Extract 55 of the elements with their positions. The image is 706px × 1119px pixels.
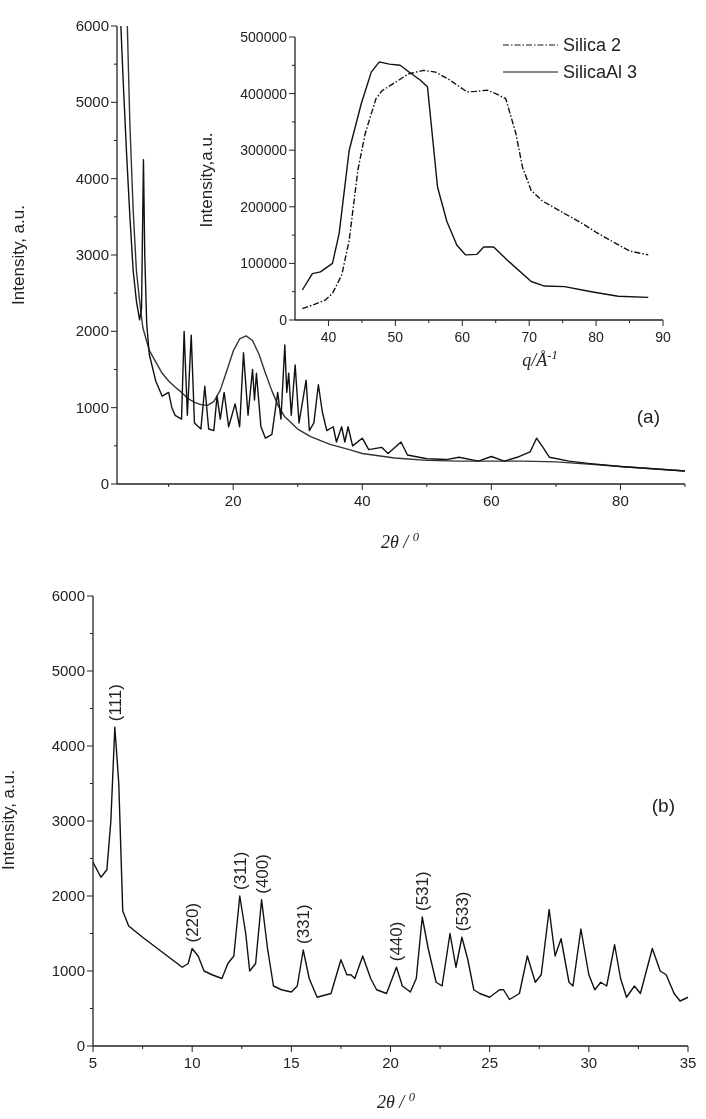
y-tick-label: 1000 (51, 962, 85, 979)
annotation: (b) (651, 795, 675, 816)
annotation: (331) (294, 904, 314, 944)
x-tick-label: 25 (481, 1054, 499, 1071)
y-tick-label: 3000 (75, 246, 109, 263)
annotation: (400) (252, 854, 272, 894)
y-tick-label: 4000 (51, 737, 85, 754)
annotation: (220) (183, 902, 203, 943)
y-tick-label: 5000 (51, 662, 85, 679)
x-axis-title: 2θ / $^{0}$ (380, 530, 420, 552)
y-axis-title: Intensity,a.u. (197, 132, 216, 228)
x-tick-label: 50 (387, 329, 404, 345)
y-tick-label: 4000 (75, 169, 109, 187)
annotation: (531) (413, 871, 433, 911)
x-tick-label: 40 (320, 329, 337, 345)
y-tick-label: 6000 (51, 587, 85, 604)
x-tick-label: 60 (454, 329, 471, 345)
x-tick-label: 20 (224, 492, 242, 509)
annotation: (111) (105, 684, 125, 722)
y-tick-label: 400000 (240, 85, 288, 102)
x-tick-label: 10 (183, 1054, 201, 1071)
y-tick-label: 0 (279, 312, 288, 328)
x-tick-label: 40 (353, 492, 371, 509)
y-tick-label: 300000 (240, 142, 288, 159)
annotation: (533) (452, 891, 472, 932)
y-tick-label: 5000 (75, 93, 109, 111)
x-tick-label: 80 (588, 329, 605, 345)
x-tick-label: 15 (282, 1054, 300, 1071)
x-tick-label: 70 (521, 329, 538, 345)
y-axis-title: Intensity, a.u. (9, 205, 28, 305)
y-tick-label: 2000 (51, 887, 85, 904)
x-axis-title: 2θ / $^{0}$ (376, 1090, 416, 1112)
legend-label: Silica 2 (563, 35, 622, 55)
y-tick-label: 200000 (240, 198, 288, 215)
x-tick-label: 30 (580, 1054, 598, 1071)
y-tick-label: 0 (100, 475, 109, 492)
x-tick-label: 5 (88, 1054, 98, 1071)
x-tick-label: 60 (483, 492, 500, 509)
y-tick-label: 0 (76, 1037, 85, 1054)
annotation: (440) (387, 921, 407, 962)
y-tick-label: 6000 (75, 17, 109, 34)
legend-label: SilicaAl 3 (563, 62, 638, 82)
x-tick-label: 35 (679, 1054, 697, 1071)
y-tick-label: 1000 (75, 398, 109, 416)
x-tick-label: 20 (382, 1054, 399, 1071)
x-axis-title: q/Å$^{-1}$ (522, 348, 558, 370)
y-tick-label: 100000 (240, 255, 288, 272)
x-tick-label: 90 (655, 329, 671, 345)
y-tick-label: 500000 (240, 29, 288, 45)
y-tick-label: 2000 (75, 322, 109, 340)
y-tick-label: 3000 (51, 812, 85, 829)
x-tick-label: 80 (612, 492, 629, 509)
annotation: (311) (230, 851, 250, 890)
y-axis-title: Intensity, a.u. (0, 770, 18, 870)
annotation: (a) (636, 406, 660, 427)
